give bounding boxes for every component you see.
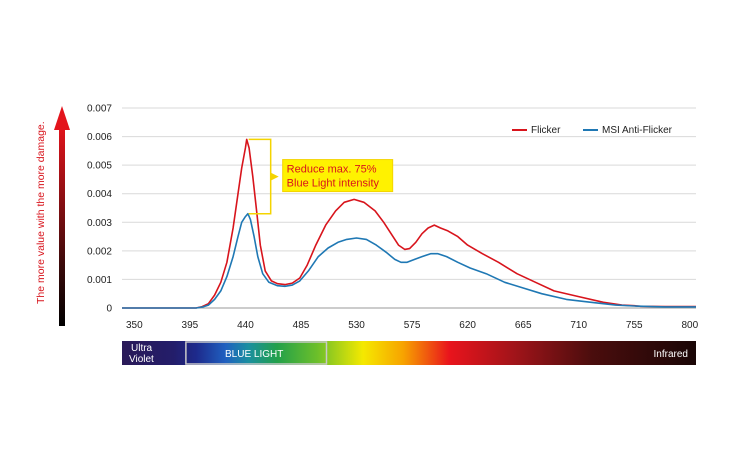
- infrared-label: Infrared: [654, 349, 688, 360]
- callout-text-line1: Reduce max. 75%: [287, 164, 377, 176]
- x-tick-label: 575: [404, 320, 421, 331]
- y-tick-label: 0.005: [87, 161, 112, 172]
- y-tick-label: 0.004: [87, 189, 112, 200]
- legend-label-anti-flicker: MSI Anti-Flicker: [602, 125, 673, 136]
- reduction-callout: Reduce max. 75% Blue Light intensity: [248, 138, 394, 215]
- x-tick-label: 485: [293, 320, 310, 331]
- y-axis-label: The more value with the more damage.: [35, 121, 47, 304]
- legend: Flicker MSI Anti-Flicker: [512, 125, 673, 136]
- x-tick-label: 800: [681, 320, 698, 331]
- y-tick-label: 0: [106, 304, 112, 315]
- blue-light-region: [185, 341, 328, 365]
- damage-arrow: [54, 106, 70, 326]
- grid-lines: [122, 107, 696, 309]
- series-line-0: [122, 138, 696, 309]
- y-tick-label: 0.003: [87, 218, 112, 229]
- damage-arrow-head: [54, 106, 70, 130]
- damage-arrow-shaft: [59, 126, 65, 326]
- y-tick-label: 0.007: [87, 104, 112, 115]
- x-tick-label: 350: [126, 320, 143, 331]
- spectrum-bar: Ultra Violet BLUE LIGHT Infrared: [122, 341, 696, 365]
- ultraviolet-label-line1: Ultra: [131, 343, 153, 354]
- spectrum-gradient: [122, 341, 696, 365]
- x-tick-label: 665: [515, 320, 532, 331]
- x-tick-label: 440: [237, 320, 254, 331]
- axis-ticks: 0 0.001 0.002 0.003 0.004 0.005 0.006 0.007 350 3…: [87, 104, 699, 332]
- y-tick-label: 0.006: [87, 132, 112, 143]
- callout-pointer: [270, 172, 279, 181]
- ultraviolet-label-line2: Violet: [129, 354, 154, 365]
- callout-box: [282, 159, 394, 193]
- x-tick-label: 755: [626, 320, 643, 331]
- y-tick-label: 0.002: [87, 246, 112, 257]
- blue-light-label: BLUE LIGHT: [225, 349, 283, 360]
- x-tick-label: 530: [348, 320, 365, 331]
- x-tick-label: 620: [459, 320, 476, 331]
- x-tick-label: 395: [182, 320, 199, 331]
- callout-text-line2: Blue Light intensity: [287, 178, 380, 190]
- y-tick-label: 0.001: [87, 275, 112, 286]
- series-line-1: [122, 212, 696, 309]
- legend-label-flicker: Flicker: [531, 125, 561, 136]
- x-tick-label: 710: [570, 320, 587, 331]
- series-lines: [122, 138, 696, 309]
- callout-bracket: [248, 138, 272, 215]
